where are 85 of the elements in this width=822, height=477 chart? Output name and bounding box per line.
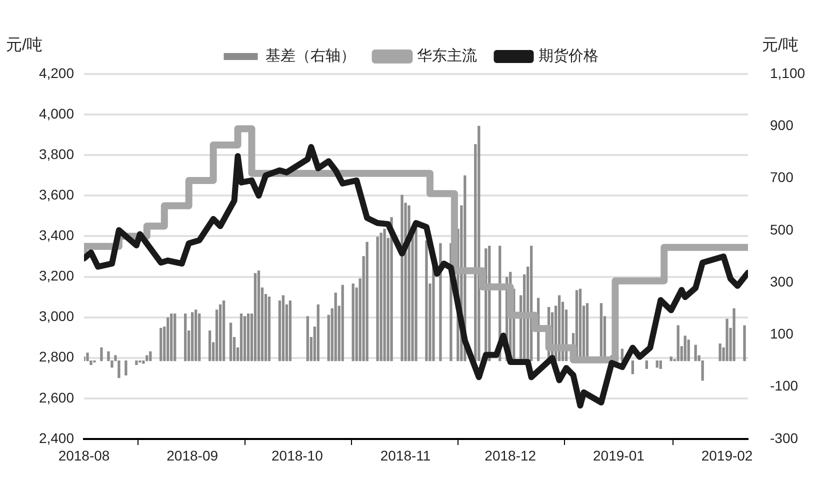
bar	[694, 344, 697, 362]
x-tick-label: 2018-10	[271, 447, 324, 464]
bar	[146, 355, 148, 362]
y2-tick-label: 1,100	[770, 64, 806, 81]
bar	[732, 308, 736, 362]
bar	[184, 314, 187, 362]
bar	[174, 314, 176, 362]
bar	[376, 236, 379, 362]
y-tick-label: 2,600	[38, 389, 74, 406]
bar	[400, 194, 404, 362]
y2-tick-label: 300	[770, 273, 794, 290]
bar	[659, 360, 662, 369]
bar	[383, 228, 386, 362]
x-tick-label: 2018-11	[380, 447, 431, 464]
bar	[243, 316, 246, 362]
bar	[246, 314, 250, 362]
bar	[414, 228, 418, 362]
legend-label: 华东主流	[416, 48, 477, 65]
bar	[100, 347, 103, 362]
bar	[229, 322, 232, 362]
y2-axis-title: 元/吨	[762, 36, 798, 54]
x-tick-label: 2018-09	[166, 447, 218, 464]
bar	[334, 292, 337, 362]
bar	[352, 284, 354, 362]
bar	[341, 284, 344, 362]
bar	[222, 300, 226, 362]
y-tick-label: 3,000	[38, 308, 74, 324]
legend-label: 期货价格	[538, 48, 598, 65]
bar	[631, 360, 634, 374]
bar	[656, 360, 658, 368]
y2-tick-label: 700	[770, 169, 794, 186]
bar	[191, 312, 194, 362]
y2-tick-label: 100	[770, 326, 794, 342]
bar	[380, 232, 382, 362]
bar	[208, 330, 212, 362]
bar	[432, 266, 435, 362]
y2-tick-label: 500	[770, 221, 794, 238]
y-tick-label: 2,400	[38, 430, 74, 446]
legend-label: 基差（右轴）	[265, 48, 356, 65]
bar	[166, 317, 170, 362]
bar	[218, 304, 222, 362]
bar	[149, 351, 152, 362]
bar	[390, 217, 393, 362]
bar	[316, 304, 320, 362]
bar	[306, 316, 309, 362]
bar	[198, 314, 201, 362]
bar	[124, 360, 128, 376]
bar	[718, 344, 722, 362]
y-tick-label: 3,600	[38, 186, 74, 203]
x-tick-label: 2019-01	[593, 447, 645, 464]
bar	[170, 314, 173, 362]
bar	[268, 296, 271, 362]
x-tick-label: 2018-12	[484, 447, 536, 464]
bar	[726, 318, 728, 362]
bar	[439, 243, 442, 362]
bar	[408, 205, 410, 362]
bar	[86, 352, 89, 362]
y-tick-label: 4,200	[38, 64, 74, 81]
bar	[687, 340, 690, 362]
y-tick-label: 2,800	[38, 348, 74, 365]
bar	[257, 270, 260, 362]
y-tick-label: 4,000	[38, 105, 74, 122]
bar	[254, 273, 257, 362]
y-tick-label: 3,200	[38, 268, 74, 284]
bar	[743, 325, 746, 362]
bar	[676, 325, 680, 362]
bar	[194, 310, 198, 362]
bar	[282, 295, 285, 362]
y2-tick-label: 900	[770, 117, 794, 133]
bar	[684, 336, 686, 362]
bar	[135, 360, 138, 366]
y-axis-title: 元/吨	[6, 36, 42, 54]
bar	[425, 240, 428, 362]
bar	[240, 314, 243, 362]
y2-tick-label: -100	[770, 378, 798, 394]
bar	[366, 242, 368, 362]
bar	[288, 300, 292, 362]
bar	[670, 356, 672, 362]
y-tick-label: 3,800	[38, 146, 74, 162]
x-tick-label: 2019-02	[701, 447, 753, 464]
bar	[645, 360, 648, 369]
x-tick-label: 2018-08	[58, 447, 110, 464]
y-tick-label: 3,400	[38, 227, 74, 244]
bar	[160, 328, 162, 362]
y2-tick-label: -300	[770, 430, 798, 446]
